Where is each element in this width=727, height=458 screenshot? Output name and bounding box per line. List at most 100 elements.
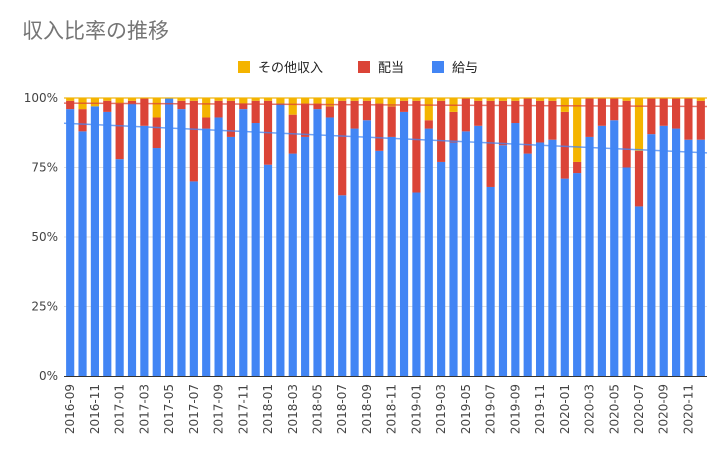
bar-segment — [301, 136, 310, 376]
bar-segment — [313, 98, 322, 104]
bar-segment — [177, 109, 186, 377]
x-axis-ticks: 2016-09 2016-11 2017-01 2017-03 2017-05 2017-… — [63, 384, 695, 434]
bar-segment — [202, 98, 211, 118]
bar-segment — [437, 161, 446, 376]
x-tick-label: 2017-07 — [187, 384, 201, 434]
bar-segment — [424, 98, 433, 121]
bar-segment — [313, 109, 322, 377]
y-tick-label: 25% — [31, 300, 58, 314]
bar-segment — [498, 98, 508, 101]
bar-segment — [251, 98, 260, 101]
chart-title: 収入比率の推移 — [22, 19, 169, 43]
bar-segment — [115, 159, 124, 376]
bar-segment — [486, 100, 495, 187]
x-tick-label: 2018-07 — [335, 384, 349, 434]
y-tick-label: 0% — [39, 369, 58, 383]
bar-segment — [90, 106, 99, 376]
x-tick-label: 2020-01 — [558, 384, 572, 434]
bar-segment — [573, 161, 582, 174]
bar-segment — [597, 125, 606, 376]
trendlines — [63, 97, 708, 154]
bar-segment — [672, 128, 681, 376]
bar-segment — [548, 100, 557, 140]
bar-segment — [189, 100, 198, 182]
bar-segment — [313, 103, 322, 110]
legend-label: その他収入 — [258, 61, 323, 76]
bar-segment — [226, 136, 236, 376]
bar-segment — [189, 98, 198, 101]
bar-segment — [523, 153, 532, 376]
bar-segment — [251, 100, 260, 124]
bar-segment — [338, 195, 347, 376]
bar-segment — [437, 98, 446, 101]
x-tick-label: 2020-03 — [583, 384, 597, 434]
bar-segment — [622, 100, 631, 168]
bar-segment — [585, 98, 594, 137]
legend-label: 給与 — [452, 61, 478, 76]
x-tick-label: 2019-01 — [409, 384, 423, 434]
bar-segment — [523, 98, 532, 154]
legend-swatch — [432, 61, 444, 73]
bar-segment — [486, 186, 495, 376]
x-tick-label: 2016-11 — [88, 384, 102, 434]
x-tick-label: 2019-07 — [484, 384, 498, 434]
bar-segment — [127, 98, 137, 101]
bar-segment — [375, 103, 384, 151]
bar-segment — [634, 98, 644, 151]
x-tick-label: 2020-07 — [632, 384, 646, 434]
bar-segment — [535, 142, 545, 376]
bar-segment — [412, 98, 421, 101]
x-tick-label: 2019-11 — [533, 384, 547, 434]
bar-segment — [103, 111, 112, 377]
bar-segment — [399, 111, 409, 377]
bar-segment — [498, 100, 508, 146]
bar-segment — [140, 98, 149, 126]
bar-segment — [548, 98, 557, 101]
bar-segment — [152, 98, 161, 118]
bar-segment — [560, 111, 569, 179]
x-tick-label: 2018-05 — [311, 384, 325, 434]
bar-segment — [214, 98, 223, 101]
x-tick-label: 2019-03 — [434, 384, 448, 434]
bar-segment — [350, 128, 359, 376]
bar-segment — [338, 98, 347, 101]
bar-segment — [325, 117, 334, 377]
bar-segment — [140, 125, 149, 376]
bar-segment — [560, 98, 569, 112]
bar-segment — [375, 150, 384, 376]
bar-segment — [622, 167, 631, 376]
legend-label: 配当 — [378, 61, 404, 76]
legend-swatch — [358, 61, 370, 73]
bar-segment — [560, 178, 569, 376]
bar-segment — [511, 98, 520, 101]
bar-segment — [412, 100, 421, 193]
bar-segment — [350, 100, 359, 129]
bar-segment — [634, 206, 644, 376]
bar-segment — [66, 100, 75, 110]
bar-segment — [202, 117, 211, 129]
bar-segment — [276, 98, 285, 104]
bar-segment — [78, 109, 87, 132]
bar-segment — [387, 136, 396, 376]
bar-segment — [214, 117, 223, 377]
y-tick-label: 75% — [31, 161, 58, 175]
bar-segment — [301, 103, 310, 137]
bar-segment — [78, 131, 87, 376]
bar-segment — [325, 98, 334, 107]
bar-segment — [585, 136, 594, 376]
x-tick-label: 2020-05 — [607, 384, 621, 434]
bar-segment — [362, 98, 372, 101]
bar-segment — [696, 139, 705, 376]
bar-segment — [696, 100, 705, 140]
bar-segment — [103, 100, 112, 112]
bar-segment — [66, 109, 75, 377]
bar-segment — [338, 100, 347, 196]
bar-segment — [399, 100, 409, 112]
bar-segment — [647, 98, 656, 135]
x-tick-label: 2018-09 — [360, 384, 374, 434]
bar-segment — [597, 98, 606, 126]
bar-segment — [127, 103, 137, 376]
bar-segment — [152, 117, 161, 149]
trendline — [63, 122, 708, 154]
